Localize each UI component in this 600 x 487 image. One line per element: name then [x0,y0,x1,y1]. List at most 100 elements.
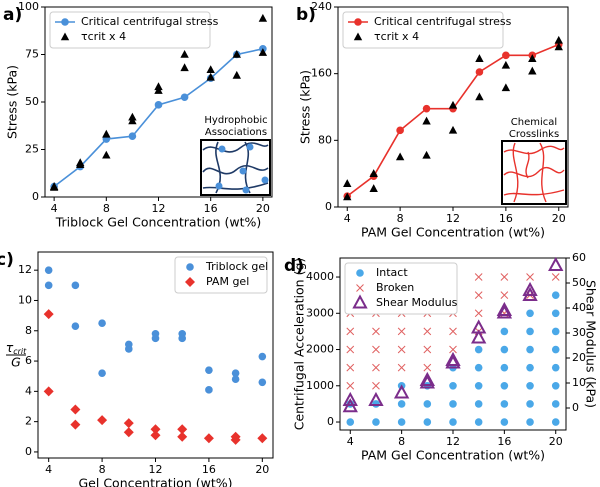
data-point [422,150,431,159]
data-point [419,371,436,386]
x-tick-label: 12 [149,463,163,476]
data-point [526,273,534,281]
data-point [151,329,160,338]
data-point [423,327,432,336]
data-point [369,169,378,177]
data-point [528,54,537,62]
data-point [445,354,461,369]
x-axis-label: Gel Concentration (wt%) [79,476,233,487]
y-tick-label: 80 [318,133,332,146]
y-axis-label: G [11,355,21,370]
x-tick-label: 4 [347,435,354,448]
data-point [397,345,406,354]
x-tick-label: 8 [99,463,106,476]
y-tick-label: 0 [327,415,334,428]
x-axis-label: Triblock Gel Concentration (wt%) [55,215,262,230]
y2-tick-label: 0 [572,401,579,414]
panel-label: b) [296,5,316,25]
legend-label: Shear Modulus [376,296,458,309]
data-point [548,256,564,271]
y2-tick-label: 40 [572,301,586,314]
x-tick-label: 8 [398,435,405,448]
data-point [422,116,431,125]
data-point [500,291,509,300]
data-point [154,82,163,91]
data-point [128,112,137,121]
data-point [372,327,380,336]
legend-box [49,11,211,49]
legend-marker [61,18,69,26]
data-point [368,391,384,406]
data-point [230,431,241,442]
data-point [178,329,187,338]
y-axis-label: Stress (kPa) [298,70,313,144]
data-point [102,150,111,159]
data-point [423,418,432,426]
data-point [232,70,241,79]
inset-crosslinks [501,140,567,205]
y2-axis-label: Shear Modulus (kPa) [584,280,599,408]
data-point [449,345,457,354]
data-point [346,363,355,372]
y2-tick-label: 50 [572,276,586,289]
y-tick-label: 2000 [306,343,334,356]
data-point [372,400,380,408]
x-tick-label: 20 [255,463,269,476]
data-point [474,381,483,390]
legend-label: τcrit x 4 [81,30,126,43]
data-point [449,327,457,336]
data-point [397,327,406,336]
y-tick-label: 12 [18,263,32,276]
y2-tick-label: 10 [572,376,586,389]
x-tick-label: 4 [51,202,58,215]
data-point [526,363,534,372]
y-tick-label: 2 [25,415,32,428]
data-point [474,363,483,372]
data-point [71,281,80,290]
data-point [551,363,560,372]
data-point [180,63,189,72]
data-point [102,129,111,138]
data-point [526,345,534,354]
data-point [372,345,380,354]
inset-label: Chemical [511,117,557,128]
data-point [372,381,380,390]
y-tick-label: 240 [311,0,332,13]
data-point [501,60,511,69]
data-point [231,375,240,384]
legend-marker [353,32,363,41]
legend-marker [60,32,70,41]
data-point [551,291,560,299]
legend-label: Critical centrifugal stress [374,15,512,28]
data-point [343,179,352,187]
data-point [150,430,161,441]
y-tick-label: 4 [25,384,32,397]
data-point [423,363,432,372]
y-tick-label: 3000 [306,306,334,319]
data-point [76,158,85,167]
data-point [343,192,352,201]
data-point [372,418,380,426]
y-tick-label: 1000 [306,379,334,392]
data-point [346,327,355,336]
x-tick-label: 4 [344,212,351,225]
data-point [500,400,509,408]
data-point [49,182,59,190]
data-point [526,309,534,318]
x-tick-label: 16 [204,202,218,215]
y-axis-label: Stress (kPa) [5,65,20,139]
data-point [180,50,189,58]
y2-tick-label: 30 [572,326,586,339]
inset-label: Hydrophobic [204,115,267,126]
legend-marker [354,18,362,26]
data-point [206,72,215,81]
y-tick-label: 8 [25,324,32,337]
data-point [123,418,134,429]
panel-label: d) [284,256,304,276]
data-point [98,319,106,327]
data-point [395,152,405,161]
data-point [502,51,510,60]
label-symbol: τ [6,340,14,355]
y-tick-label: 4000 [306,270,334,283]
